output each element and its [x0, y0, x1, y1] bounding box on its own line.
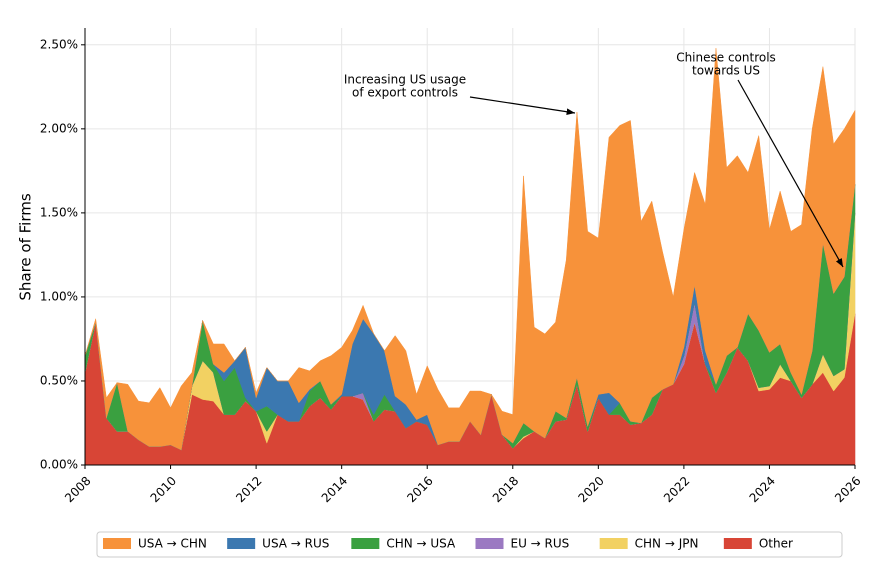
x-tick-label: 2012	[233, 474, 264, 505]
x-tick-label: 2014	[319, 474, 350, 505]
legend-label: CHN → JPN	[635, 537, 699, 551]
annotation: of export controls	[352, 86, 458, 100]
legend-frame	[96, 531, 843, 558]
y-tick-label: 0.00%	[40, 458, 78, 472]
y-axis-label: Share of Firms	[17, 193, 35, 300]
x-tick-label: 2008	[62, 474, 93, 505]
x-tick-label: 2024	[747, 474, 778, 505]
annotation-arrow	[469, 96, 576, 116]
x-tick-label: 2020	[575, 474, 606, 505]
legend-label: USA → RUS	[262, 537, 329, 551]
legend-swatch	[599, 538, 628, 549]
legend: USA → CHN USA → RUS CHN → USA EU → RUS CHN →…	[96, 531, 843, 558]
legend-label: Other	[759, 537, 793, 551]
y-tick-label: 1.50%	[40, 205, 78, 219]
x-tick-label: 2026	[832, 474, 863, 505]
x-tick-label: 2022	[661, 474, 692, 505]
annotation: Chinese controls	[676, 51, 776, 65]
legend-label: CHN → USA	[386, 537, 456, 551]
annotation: towards US	[692, 64, 760, 78]
y-tick-label: 2.50%	[40, 37, 78, 51]
legend-label: EU → RUS	[511, 537, 570, 551]
annotation: Increasing US usage	[344, 73, 466, 87]
x-tick-label: 2016	[404, 474, 435, 505]
y-tick-label: 0.50%	[40, 373, 78, 387]
legend-swatch	[103, 538, 131, 549]
legend-swatch	[227, 538, 256, 549]
area	[84, 48, 856, 451]
legend-swatch	[475, 538, 504, 549]
annotation-arrow	[737, 79, 844, 268]
x-tick-label: 2010	[148, 474, 179, 505]
y-tick-label: 2.00%	[40, 121, 78, 135]
y-tick-label: 1.00%	[40, 289, 78, 303]
legend-swatch	[723, 538, 752, 549]
legend-swatch	[351, 538, 380, 549]
legend-label: USA → CHN	[138, 537, 207, 551]
x-tick-label: 2018	[490, 474, 521, 505]
